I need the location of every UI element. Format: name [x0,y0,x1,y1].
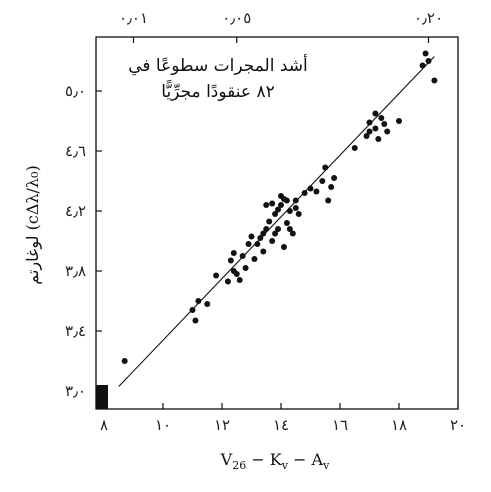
data-point [227,257,234,264]
data-point [195,298,202,304]
corner-marker [96,385,108,409]
data-point [295,211,302,217]
x-tick-label: ١٦ [332,416,348,434]
x-axis-ticks [103,403,459,409]
data-point [322,164,329,171]
data-point [251,256,258,262]
data-point [204,301,211,307]
data-point [280,196,287,202]
data-point [121,358,128,364]
data-point [289,230,296,237]
data-point [283,220,290,226]
data-point [213,272,220,279]
x-tick-label: ١٢ [214,416,230,434]
data-point [307,185,314,192]
fit-line [118,56,435,387]
data-point [372,125,379,132]
data-point [269,238,276,244]
data-point [319,178,326,184]
data-point [351,145,358,151]
data-point [384,128,391,135]
data-point [257,235,264,241]
data-point [275,226,282,232]
data-point [328,184,335,190]
data-point [366,128,373,135]
x-tick-label: ١٨ [391,416,407,434]
data-point [378,115,385,121]
data-point [266,218,273,225]
data-point [325,197,332,204]
plot-frame [95,36,459,410]
y-tick-label: ٣٫٨ [65,262,86,280]
data-point [422,50,429,57]
data-point [272,230,279,237]
data-point [286,226,293,232]
y-tick-label: ٣٫٠ [65,382,86,400]
data-point [236,277,243,283]
data-point [230,250,237,256]
data-point [278,202,284,208]
data-point [396,118,402,124]
top-tick-label: ٠٫٢٠ [414,9,443,27]
data-point [419,62,426,69]
x-tick-label: ٨ [100,416,108,434]
data-point [381,121,388,127]
data-point [242,265,249,271]
data-point [254,241,261,247]
y-tick-label: ٣٫٤ [65,322,86,340]
data-point [275,206,282,213]
data-point [425,58,432,64]
data-point [292,205,299,211]
x-tick-label: ١٤ [273,416,289,434]
data-point [331,175,338,181]
data-point [272,211,279,217]
top-axis-tick-labels: ٠٫٠١ ٠٫٠٥ ٠٫٢٠ [119,9,443,27]
x-tick-label: ١٠ [155,416,171,434]
chart-title: أشد المجرات سطوعًا في ٨٢ عنقودًا مجرِّيًّ… [128,54,308,102]
data-point [230,268,237,274]
data-point [313,188,320,195]
top-tick-label: ٠٫٠٥ [222,9,251,27]
x-tick-label: ٢٠ [450,416,466,434]
top-tick-label: ٠٫٠١ [119,9,148,27]
data-points [121,50,438,364]
y-axis-tick-labels: ٣٫٠ ٣٫٤ ٣٫٨ ٤٫٢ ٤٫٦ ٥٫٠ [65,82,86,400]
data-point [239,253,246,259]
y-tick-label: ٥٫٠ [65,82,86,100]
data-point [260,230,267,237]
data-point [366,119,373,126]
top-axis-ticks [132,37,430,43]
data-point [260,248,267,255]
data-point [245,241,252,247]
data-point [248,233,255,240]
data-point [269,200,276,207]
y-tick-label: ٤٫٢ [65,202,86,220]
data-point [292,197,299,204]
data-point [280,244,287,250]
data-point [263,226,270,232]
x-axis-title: V26 − Kv − Av [220,450,330,472]
data-point [431,77,438,84]
data-point [263,202,270,208]
data-point [363,133,370,139]
data-point [375,136,382,142]
x-axis-tick-labels: ٨ ١٠ ١٢ ١٤ ١٦ ١٨ ٢٠ [100,416,466,434]
y-axis-ticks [96,90,102,392]
y-axis-title: لوغارتم (cΔλ/λ₀) [23,165,42,284]
y-tick-label: ٤٫٦ [65,142,86,160]
data-point [286,208,293,214]
data-point [224,278,231,285]
data-point [192,317,199,324]
data-point [372,110,379,117]
data-point [301,190,308,196]
data-point [189,307,196,313]
